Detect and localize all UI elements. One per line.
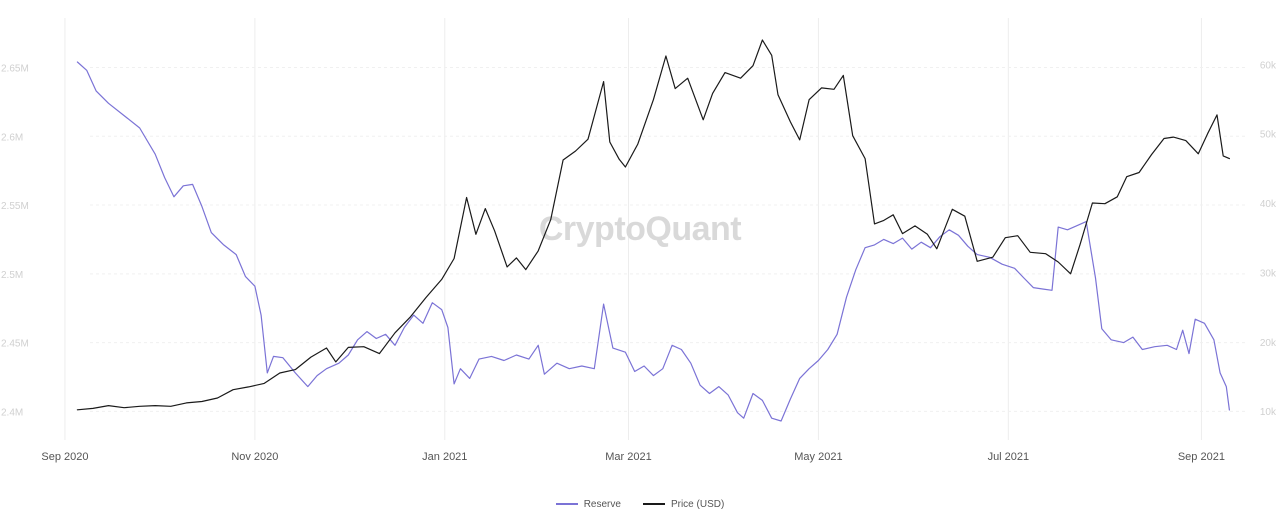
- axis-layer: Sep 2020 Nov 2020 Jan 2021 Mar 2021 May 2021…: [1, 60, 1277, 463]
- left-y-tick-label: 2.45M: [1, 339, 29, 350]
- right-y-tick-label: 50k: [1260, 130, 1277, 141]
- legend: Reserve Price (USD): [0, 494, 1280, 514]
- legend-item-price[interactable]: Price (USD): [642, 498, 725, 510]
- grid-layer: [64, 18, 1245, 440]
- legend-item-reserve[interactable]: Reserve: [555, 498, 621, 510]
- x-tick-label: Jul 2021: [988, 451, 1030, 463]
- series-layer: [76, 39, 1231, 422]
- left-y-tick-label: 2.5M: [1, 270, 23, 281]
- chart-svg: CryptoQuant Sep 2020 Nov 2020 Jan 2021 Mar …: [1, 18, 1277, 463]
- left-y-tick-label: 2.6M: [1, 132, 23, 143]
- watermark-text: CryptoQuant: [539, 210, 741, 248]
- left-y-tick-label: 2.4M: [1, 407, 23, 418]
- x-tick-label: May 2021: [794, 451, 842, 463]
- x-tick-label: Sep 2020: [41, 451, 88, 463]
- reserve-series-line: [76, 61, 1231, 422]
- price-series-line: [76, 39, 1231, 411]
- right-y-tick-label: 10k: [1260, 407, 1277, 418]
- legend-label-price: Price (USD): [670, 498, 725, 510]
- right-y-tick-label: 20k: [1260, 338, 1277, 349]
- left-y-tick-label: 2.55M: [1, 201, 29, 212]
- x-tick-label: Nov 2020: [231, 451, 278, 463]
- legend-label-reserve: Reserve: [583, 498, 621, 510]
- legend-swatch-reserve: [555, 503, 578, 505]
- right-y-tick-label: 40k: [1260, 199, 1277, 210]
- x-tick-label: Mar 2021: [605, 451, 651, 463]
- right-y-tick-label: 30k: [1260, 268, 1277, 279]
- legend-swatch-price: [642, 503, 665, 505]
- x-tick-label: Jan 2021: [422, 451, 467, 463]
- right-y-tick-label: 60k: [1260, 60, 1277, 71]
- x-tick-label: Sep 2021: [1178, 451, 1225, 463]
- left-y-tick-label: 2.65M: [1, 64, 29, 75]
